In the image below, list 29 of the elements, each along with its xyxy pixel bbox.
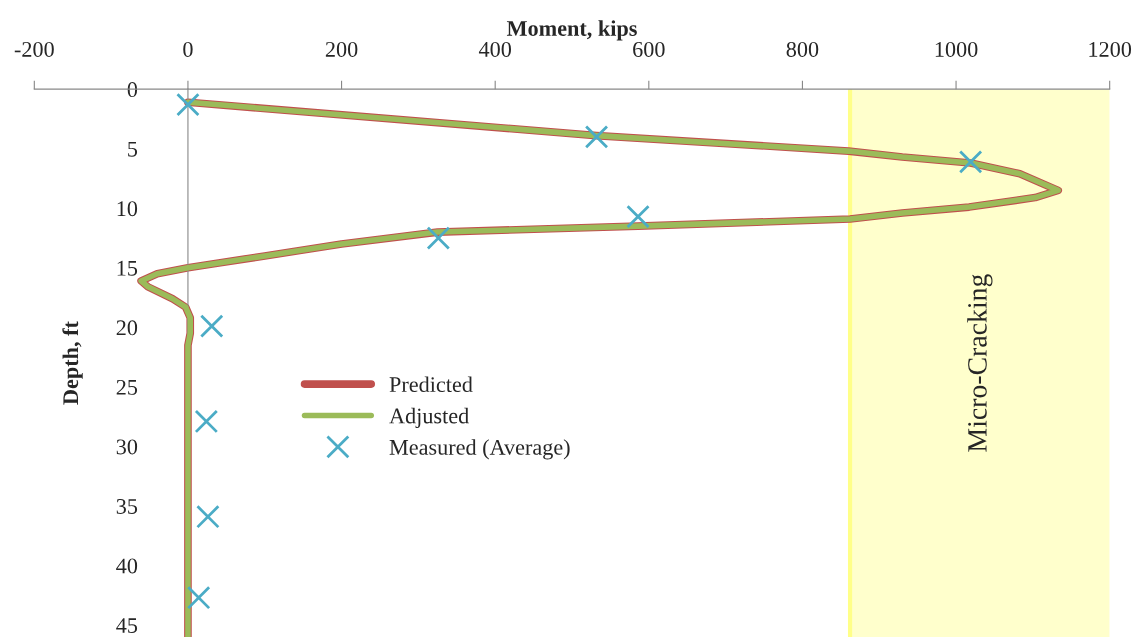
legend-label: Adjusted [389,407,469,428]
x-tick-label: 600 [633,41,665,57]
y-tick-label: 15 [117,260,138,276]
y-tick-label: 45 [116,618,138,634]
point [194,409,219,434]
y-tick-label: 5 [128,141,138,157]
legend-label: Measured (Average) [389,439,570,460]
point [626,204,650,229]
point [199,314,224,338]
x-tick-label: 400 [478,41,512,57]
y-tick-label: 40 [116,558,138,574]
x-tick-label: 800 [786,41,819,57]
band-label: Micro-Cracking [967,274,993,452]
x-tick-label: -200 [14,41,54,57]
x-tick-label: 200 [325,41,358,57]
y-tick-label: 10 [117,201,138,217]
y-tick-label: 20 [116,320,138,336]
x-tick-label: 1000 [935,41,978,57]
legend-label: Predicted [389,376,473,393]
point [186,585,211,610]
y-tick-label: 30 [116,439,138,455]
y-axis-title: Depth, ft [62,321,83,405]
y-tick-label: 25 [116,379,138,395]
x-tick-label: 1200 [1089,41,1132,57]
x-axis-title: Moment, kips [506,20,637,41]
point [196,504,220,529]
x-tick-label: 0 [183,41,193,57]
y-tick-label: 0 [127,82,138,98]
y-tick-label: 35 [116,498,138,514]
